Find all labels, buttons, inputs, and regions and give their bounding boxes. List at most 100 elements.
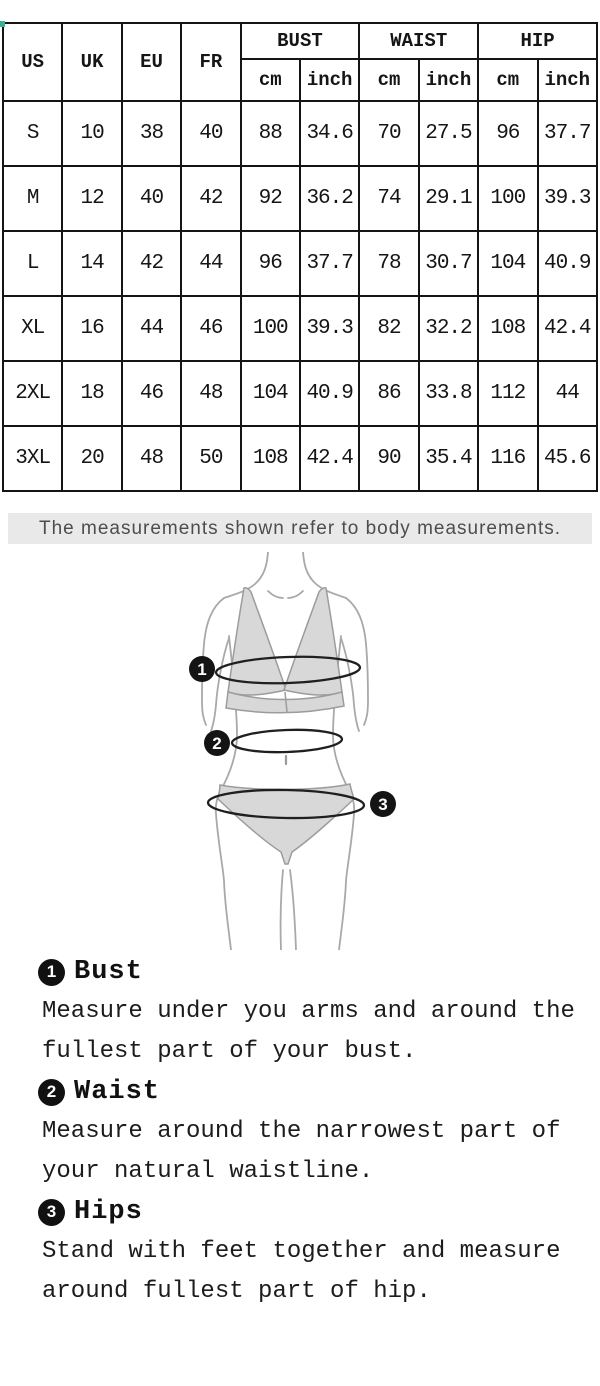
size-value-cell: 100 [477, 165, 539, 232]
size-value-cell: 78 [358, 230, 420, 297]
size-value-cell: 34.6 [298, 100, 361, 167]
size-value-cell: 32.2 [417, 295, 480, 362]
size-value-cell: 48 [180, 360, 242, 427]
marker-3-hips-badge [370, 791, 396, 817]
size-value-cell: 39.3 [298, 295, 361, 362]
size-value-cell: 104 [477, 230, 539, 297]
size-value-cell: 46 [180, 295, 242, 362]
guide-number-badge: 2 [38, 1078, 65, 1106]
body-measurement-figure: 1 2 3 [140, 551, 460, 951]
size-row: 3XL 20 48 50 108 42.4 90 35.4 116 45.6 [1, 425, 599, 492]
bust-ring [214, 655, 362, 685]
size-value-cell: 29.1 [417, 165, 480, 232]
size-value-cell: 108 [477, 295, 539, 362]
size-label-cell: XL [1, 295, 64, 362]
unit-hip-cm: cm [477, 58, 539, 102]
size-label-cell: S [1, 100, 64, 167]
bikini-bottom [217, 783, 355, 865]
size-row: L 14 42 44 96 37.7 78 30.7 104 40.9 [1, 230, 599, 297]
size-label-cell: 2XL [1, 360, 64, 427]
marker-2-waist-badge [204, 730, 230, 756]
bikini-top [225, 587, 345, 714]
size-value-cell: 38 [120, 100, 183, 167]
guide-number-badge: 1 [38, 958, 65, 986]
size-value-cell: 46 [120, 360, 183, 427]
guide-number-badge: 3 [38, 1198, 65, 1226]
size-value-cell: 42.4 [298, 425, 361, 492]
header-row-units: cm inch cm inch cm inch [3, 58, 599, 102]
size-value-cell: 40.9 [298, 360, 361, 427]
size-value-cell: 10 [61, 100, 123, 167]
size-value-cell: 104 [239, 360, 301, 427]
guide-section-heading: 2 Waist [38, 1072, 600, 1112]
size-table-body: S 10 38 40 88 34.6 70 27.5 96 37.7 M 12 40 42 92 36.2 74… [1, 100, 599, 492]
size-value-cell: 20 [61, 425, 123, 492]
size-value-cell: 45.6 [536, 425, 599, 492]
size-value-cell: 40 [120, 165, 183, 232]
guide-instruction-line: Stand with feet together and measure [42, 1238, 561, 1265]
header-us: US [1, 22, 64, 102]
size-table-header: US UK EU FR BUST WAIST HIP cm inch cm in… [1, 22, 599, 102]
size-value-cell: 18 [61, 360, 123, 427]
waist-ring [230, 728, 344, 754]
size-value-cell: 96 [239, 230, 301, 297]
unit-bust-cm: cm [239, 58, 301, 102]
marker-3-number: 3 [378, 795, 387, 814]
size-row: M 12 40 42 92 36.2 74 29.1 100 39.3 [1, 165, 599, 232]
size-value-cell: 44 [536, 360, 599, 427]
guide-instruction-line: around fullest part of hip. [42, 1278, 431, 1305]
guide-instruction-line: your natural waistline. [42, 1158, 374, 1185]
size-value-cell: 92 [239, 165, 301, 232]
header-row-groups: US UK EU FR BUST WAIST HIP [1, 22, 598, 102]
size-row: S 10 38 40 88 34.6 70 27.5 96 37.7 [1, 100, 599, 167]
figure-markers: 1 2 3 [189, 656, 396, 817]
size-value-cell: 74 [358, 165, 420, 232]
size-label-cell: L [1, 230, 64, 297]
unit-bust-inch: inch [298, 58, 361, 102]
size-value-cell: 12 [61, 165, 123, 232]
size-value-cell: 36.2 [298, 165, 361, 232]
size-value-cell: 37.7 [298, 230, 361, 297]
guide-section-title: Waist [74, 1077, 161, 1107]
hip-ring [206, 788, 366, 820]
size-value-cell: 86 [358, 360, 420, 427]
size-value-cell: 82 [358, 295, 420, 362]
size-value-cell: 40 [180, 100, 242, 167]
header-waist: WAIST [358, 22, 480, 60]
size-value-cell: 40.9 [536, 230, 599, 297]
size-value-cell: 44 [180, 230, 242, 297]
measure-rings [206, 655, 366, 820]
note-banner: The measurements shown refer to body mea… [8, 513, 592, 544]
size-value-cell: 30.7 [417, 230, 480, 297]
size-value-cell: 90 [358, 425, 420, 492]
bikini-top-center-line [284, 691, 288, 713]
size-value-cell: 33.8 [417, 360, 480, 427]
size-value-cell: 35.4 [417, 425, 480, 492]
header-hip: HIP [477, 22, 598, 60]
size-value-cell: 27.5 [417, 100, 480, 167]
guide-instruction-line: Measure under you arms and around the [42, 998, 575, 1025]
size-value-cell: 39.3 [536, 165, 599, 232]
size-value-cell: 42.4 [536, 295, 599, 362]
size-value-cell: 96 [477, 100, 539, 167]
size-value-cell: 37.7 [536, 100, 599, 167]
size-row: 2XL 18 46 48 104 40.9 86 33.8 112 44 [1, 360, 599, 427]
size-label-cell: M [1, 165, 64, 232]
size-value-cell: 116 [477, 425, 539, 492]
unit-waist-inch: inch [417, 58, 480, 102]
header-fr: FR [180, 22, 242, 102]
size-value-cell: 112 [477, 360, 539, 427]
unit-hip-inch: inch [536, 58, 599, 102]
header-eu: EU [120, 22, 183, 102]
size-value-cell: 70 [358, 100, 420, 167]
guide-instruction-line: fullest part of your bust. [42, 1038, 417, 1065]
guide-section-heading: 1 Bust [38, 952, 600, 992]
size-value-cell: 42 [180, 165, 242, 232]
body-figure-svg: 1 2 3 [189, 551, 396, 951]
guide-instruction-line: Measure around the narrowest part of [42, 1118, 561, 1145]
marker-1-number: 1 [197, 660, 206, 679]
header-bust: BUST [239, 22, 361, 60]
guide-section-title: Bust [74, 957, 143, 987]
marker-1-bust-badge [189, 656, 215, 682]
marker-2-number: 2 [212, 734, 221, 753]
